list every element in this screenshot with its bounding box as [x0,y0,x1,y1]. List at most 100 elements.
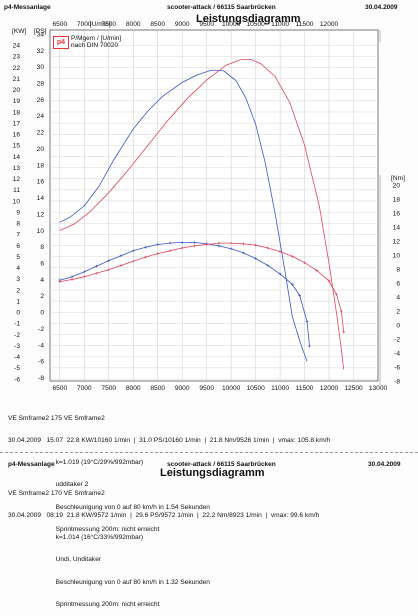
torque-marker [180,241,184,244]
x-top-tick-label: 10500 [246,21,265,28]
kw-tick-label: 0 [16,310,20,317]
kw-tick-label: 20 [13,87,21,94]
ps-tick-label: 32 [37,48,45,55]
torque-marker [119,254,123,257]
torque-marker [156,252,160,255]
torque-marker [82,270,86,274]
x-tick-label: 12000 [320,385,339,392]
kw-tick-label: 7 [16,232,20,239]
info-line: 30.04.2009 08:19 21.8 KW/9572 1/min | 29… [8,512,320,520]
ps-tick-label: 10 [37,228,45,235]
ps-tick-label: -8 [38,375,44,382]
x-tick-label: 8500 [150,385,165,392]
info-line: Sprintmessung 200m: nicht erreicht [8,525,160,533]
nm-tick-label: 12 [393,238,401,245]
ps-tick-label: -2 [38,326,44,333]
torque-marker [180,246,184,250]
kw-tick-label: 21 [13,76,21,83]
x-top-tick-label: 9000 [175,21,190,28]
kw-tick-label: 15 [13,143,21,150]
torque-marker [342,330,346,334]
header-left-2: p4-Messanlage [8,461,55,468]
kw-tick-label: 11 [13,187,20,194]
header-date-2: 30.04.2009 [368,461,401,468]
torque-marker [303,261,306,264]
nm-tick-label: -8 [394,378,400,385]
ps-tick-label: -4 [38,342,44,349]
ps-tick-label: 24 [37,113,45,120]
nm-tick-label: 18 [393,196,401,203]
torque-marker [266,246,270,250]
nm-tick-label: 10 [393,252,401,259]
run-info-1: VE Smframe2 175 VE Smframe2 30.04.2009 1… [8,400,330,541]
info-line: VE Smframe2 170 VE Smframe2 [8,489,105,497]
torque-marker [278,250,282,253]
kw-tick-label: 3 [16,276,20,283]
x-top-tick-label: 7000 [77,21,92,28]
ps-tick-label: 14 [37,195,45,202]
torque-marker [315,269,319,272]
x-tick-label: 7000 [77,385,92,392]
kw-tick-label: -5 [14,365,20,372]
legend-line-2: nach DIN 70020 [71,42,118,50]
kw-tick-label: 16 [13,132,21,139]
kw-tick-label: 4 [16,265,20,272]
nm-tick-label: 8 [396,266,400,273]
ps-tick-label: 20 [37,146,45,153]
ps-tick-label: 2 [40,293,44,300]
torque-marker [131,260,135,263]
torque-marker [193,244,196,248]
ps-unit-label: [PS] [34,28,47,35]
torque-marker [339,309,343,313]
kw-tick-label: 10 [13,198,21,205]
chart-legend: P/Mgem / [U/min] nach DIN 70020 [71,35,121,49]
ps-tick-label: 12 [37,211,45,218]
kw-tick-label: 17 [13,120,21,127]
x-top-tick-label: 8500 [150,21,165,28]
ps-tick-label: 8 [40,244,44,251]
torque-marker [305,320,309,323]
ps-tick-label: 34 [37,31,45,38]
x-unit-label: [U/min] [90,21,111,28]
p4-logo: p4 [53,36,69,49]
x-top-tick-label: 9500 [199,21,214,28]
x-top-tick-label: 6500 [52,21,67,28]
x-tick-label: 11000 [271,385,289,392]
legend-line-1: P/Mgem / [U/min] [71,35,122,42]
power-curve-2 [59,59,345,370]
x-top-tick-label: 8000 [126,21,141,28]
x-tick-label: 9500 [199,385,214,392]
nm-tick-label: -2 [394,336,400,343]
info-line: Beschleunigung von 0 auf 80 km/h in 1.32… [8,578,210,586]
ps-tick-label: 4 [40,277,44,284]
nm-tick-label: -6 [394,364,400,371]
torque-marker [335,292,338,296]
nm-tick-label: 20 [393,182,401,189]
x-tick-label: 11500 [296,385,314,392]
torque-marker [107,268,111,271]
kw-tick-label: 1 [16,298,20,305]
kw-tick-label: 6 [16,243,20,250]
torque-marker [327,279,331,283]
kw-tick-label: 23 [13,54,21,61]
info-line: k=1.014 (16°C/33%/992mbar) [8,534,144,542]
nm-tick-label: 16 [393,210,401,217]
torque-marker [95,271,98,275]
kw-unit-label: [KW] [12,28,26,35]
torque-marker [278,272,282,276]
power-curve-1 [59,69,308,362]
header-left: p4-Messanlage [4,4,51,11]
ps-tick-label: 6 [40,260,44,267]
nm-tick-label: 14 [393,224,401,231]
x-tick-label: 12500 [344,385,363,392]
torque-marker [193,241,196,244]
kw-tick-label: 12 [13,176,21,183]
kw-tick-label: 9 [16,209,20,216]
kw-tick-label: 13 [13,165,21,172]
kw-tick-label: -2 [14,332,20,339]
kw-tick-label: 14 [13,154,21,161]
torque-marker [254,243,257,247]
torque-marker [291,255,294,258]
torque-marker [70,275,74,278]
torque-marker [82,275,86,278]
